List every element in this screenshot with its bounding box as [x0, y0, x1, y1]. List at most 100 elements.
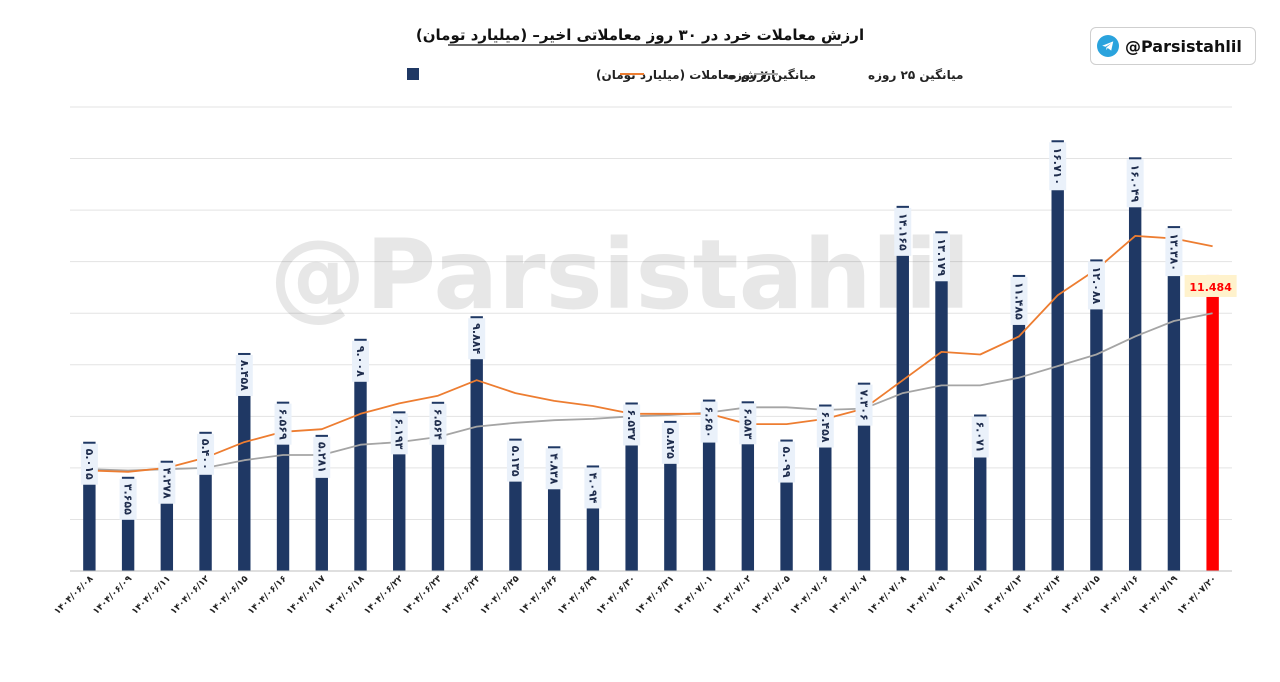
- grid-lines: [70, 106, 1232, 520]
- data-label-bg: [274, 403, 292, 445]
- bar: [1167, 226, 1181, 572]
- data-label: ۶.۰۷۱: [974, 421, 987, 452]
- data-label-bg: [468, 318, 486, 360]
- x-tick-label: ۱۴۰۴/۰۷/۱۳: [982, 574, 1025, 617]
- x-tick-label: ۱۴۰۴/۰۶/۲۲: [363, 574, 406, 617]
- bar: [354, 338, 367, 571]
- ma25-line: [89, 312, 1213, 472]
- data-label-bg: [506, 440, 524, 482]
- data-label-bg: [623, 404, 641, 446]
- data-label-bg: [545, 448, 563, 490]
- bar: [1128, 157, 1142, 571]
- data-label-bg: [1126, 159, 1144, 208]
- data-label: ۷.۳۰۶: [858, 390, 871, 421]
- x-tick-label: ۱۴۰۴/۰۶/۱۷: [285, 574, 328, 617]
- data-label: ۱۶.۰۴۹: [1129, 164, 1142, 202]
- x-tick-label: ۱۴۰۴/۰۷/۱۹: [1137, 574, 1180, 617]
- x-tick-label: ۱۴۰۴/۰۷/۰۸: [866, 574, 909, 617]
- legend-label-bars: ارزش معاملات (میلیارد تومان): [596, 68, 775, 83]
- legend-swatch-bars: [407, 68, 419, 80]
- data-label-bg: [661, 422, 679, 464]
- x-tick-label: ۱۴۰۴/۰۷/۰۲: [711, 574, 754, 617]
- data-label-bg: [855, 384, 873, 426]
- data-label-bg: [700, 401, 718, 443]
- x-tick-label: ۱۴۰۴/۰۷/۰۷: [827, 574, 870, 617]
- bar: [935, 231, 948, 572]
- data-label-bg: [1184, 274, 1237, 297]
- data-label-bg: [313, 436, 331, 478]
- data-label: ۶.۴۵۸: [819, 412, 832, 443]
- data-label: ۵.۰۹۹: [780, 447, 793, 478]
- data-label: ۵.۸۲۵: [664, 428, 677, 459]
- data-label: ۱۳.۱۷۹: [935, 238, 948, 276]
- x-tick-label: ۱۴۰۴/۰۶/۱۱: [130, 574, 173, 617]
- data-label-bg: [1165, 228, 1183, 277]
- x-tick-label: ۱۴۰۴/۰۷/۱۲: [944, 574, 987, 617]
- chart-title: ارزش معاملات خرد در ۳۰ روز معاملاتی اخیر…: [416, 26, 864, 44]
- data-label: ۸.۴۵۸: [238, 360, 251, 391]
- bar: [1206, 274, 1219, 571]
- data-label: ۶.۱۹۳: [393, 418, 406, 449]
- data-label-bg: [894, 207, 912, 256]
- bar: [470, 316, 483, 571]
- data-label: ۶.۶۵۰: [703, 407, 716, 438]
- bar: [238, 352, 251, 571]
- data-label-bg: [584, 467, 602, 509]
- x-tick-label: ۱۴۰۴/۰۷/۱۵: [1060, 574, 1103, 617]
- data-label: ۴.۲۷۸: [160, 468, 173, 499]
- data-label: ۶.۵۶۹: [277, 409, 290, 440]
- x-tick-label: ۱۴۰۴/۰۷/۰۵: [750, 574, 793, 617]
- bar-series: [83, 140, 1219, 572]
- bar: [857, 382, 871, 571]
- data-label: ۶.۵۸۳: [741, 408, 754, 439]
- x-tick-label: ۱۴۰۴/۰۶/۰۹: [91, 574, 134, 617]
- data-label-bg: [1049, 142, 1067, 191]
- x-tick-label: ۱۴۰۴/۰۶/۲۳: [401, 574, 444, 617]
- data-label: ۶.۵۳۷: [625, 409, 638, 440]
- data-label-bg: [429, 403, 447, 445]
- watermark: @Parsistahlil: [270, 219, 971, 331]
- data-label: ۵.۱۳۵: [509, 446, 522, 477]
- data-label: ۱۶.۷۱۰: [1051, 147, 1064, 185]
- x-tick-label: ۱۴۰۴/۰۶/۱۲: [169, 574, 212, 617]
- data-label-bg: [778, 441, 796, 483]
- data-label-bg: [235, 354, 253, 396]
- channel-badge[interactable]: @Parsistahlil: [1090, 27, 1256, 65]
- data-label: ۴.۰۹۴: [586, 472, 599, 503]
- data-label: ۵.۰۱۵: [83, 449, 96, 480]
- data-labels: ۵.۰۱۵ ۳.۶۵۵ ۴.۲۷۸ ۵.۴۰۰ ۸.۴۵۸ ۶.۵۶۹ ۵.۲۸۱ ۹.۰۰۸…: [80, 142, 1237, 520]
- data-label-bg: [971, 416, 989, 458]
- data-label: 11.484: [1189, 281, 1232, 294]
- x-tick-label: ۱۴۰۴/۰۶/۱۶: [246, 574, 289, 617]
- data-label: ۹.۸۸۴: [470, 323, 483, 354]
- data-label-bg: [197, 433, 215, 475]
- data-label: ۵.۴۰۰: [199, 439, 212, 470]
- data-label: ۱۲.۰۸۸: [1090, 267, 1103, 305]
- bar: [1051, 140, 1064, 571]
- x-tick-label: ۱۴۰۴/۰۶/۲۵: [479, 574, 522, 617]
- channel-handle: @Parsistahlil: [1125, 36, 1242, 56]
- bar: [1090, 259, 1103, 571]
- data-label: ۶.۵۶۴: [431, 409, 444, 440]
- x-axis-ticks: ۱۴۰۴/۰۶/۰۸۱۴۰۴/۰۶/۰۹۱۴۰۴/۰۶/۱۱۱۴۰۴/۰۶/۱۲…: [53, 574, 1219, 617]
- data-label-bg: [933, 233, 950, 282]
- x-tick-label: ۱۴۰۴/۰۶/۲۶: [517, 574, 560, 617]
- bar: [1012, 274, 1026, 571]
- data-label: ۴.۸۳۸: [548, 453, 561, 484]
- legend-label-ma7: میانگین ۷ روزه: [728, 68, 816, 83]
- legend-label-ma25: میانگین ۲۵ روزه: [868, 68, 963, 83]
- data-label-bg: [119, 478, 137, 520]
- data-label: ۱۳.۳۸۰: [1167, 233, 1180, 271]
- x-tick-label: ۱۴۰۴/۰۶/۳۰: [595, 574, 638, 617]
- data-label-bg: [352, 340, 369, 382]
- data-label: ۵.۲۸۱: [315, 442, 328, 473]
- data-label: ۱۴.۱۶۵: [896, 213, 909, 251]
- data-label: ۹.۰۰۸: [354, 346, 367, 377]
- x-tick-label: ۱۴۰۴/۰۶/۳۱: [634, 574, 677, 617]
- telegram-icon: [1097, 35, 1119, 57]
- data-label-bg: [158, 462, 176, 504]
- data-label-bg: [390, 413, 408, 455]
- legend: ارزش معاملات (میلیارد تومان) میانگین ۷ ر…: [407, 68, 963, 83]
- x-tick-label: ۱۴۰۴/۰۷/۰۱: [672, 574, 715, 617]
- x-tick-label: ۱۴۰۴/۰۷/۱۴: [1021, 574, 1064, 617]
